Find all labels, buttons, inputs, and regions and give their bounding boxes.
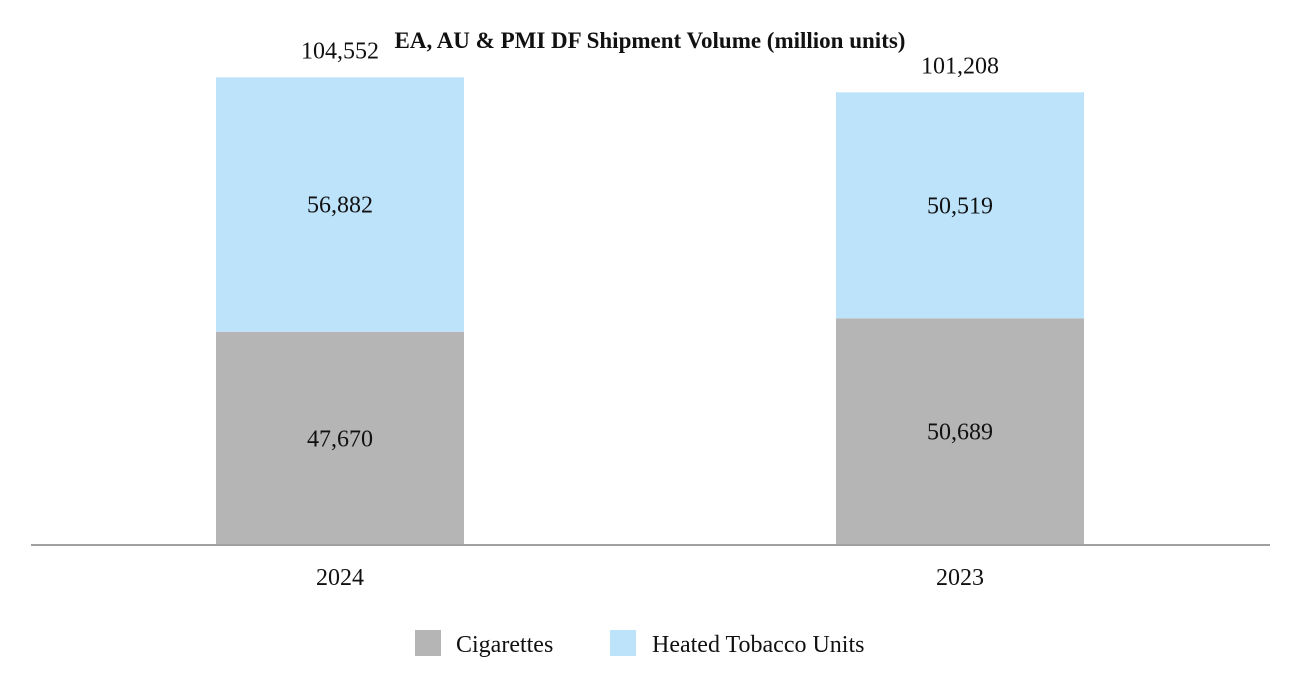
legend-swatch-heated-tobacco-units <box>610 630 636 656</box>
bar-segment-heated-tobacco-units-2024 <box>216 77 464 332</box>
total-label-2024: 104,552 <box>301 38 379 64</box>
legend-item-heated-tobacco-units: Heated Tobacco Units <box>610 630 864 658</box>
data-label-cigarettes-2024: 47,670 <box>307 426 373 452</box>
x-axis-tick-labels: 2024 2023 <box>316 565 984 591</box>
total-label-2023: 101,208 <box>921 53 999 79</box>
chart-title: EA, AU & PMI DF Shipment Volume (million… <box>395 28 906 53</box>
legend-label-cigarettes: Cigarettes <box>456 632 553 658</box>
bars-group: 47,670 56,882 104,552 50,689 50,519 101,208 <box>216 38 1084 545</box>
bar-2024: 47,670 56,882 104,552 <box>216 38 464 545</box>
bar-segment-cigarettes-2024 <box>216 331 464 545</box>
data-label-cigarettes-2023: 50,689 <box>927 420 993 446</box>
bar-segment-heated-tobacco-units-2023 <box>836 92 1084 319</box>
legend-item-cigarettes: Cigarettes <box>415 630 553 658</box>
data-label-heated-tobacco-units-2024: 56,882 <box>307 193 373 219</box>
legend-label-heated-tobacco-units: Heated Tobacco Units <box>652 632 864 658</box>
data-label-heated-tobacco-units-2023: 50,519 <box>927 193 993 219</box>
legend: Cigarettes Heated Tobacco Units <box>415 630 864 658</box>
bar-segment-cigarettes-2023 <box>836 318 1084 545</box>
bar-2023: 50,689 50,519 101,208 <box>836 53 1084 545</box>
x-tick-label-2023: 2023 <box>936 565 984 591</box>
x-tick-label-2024: 2024 <box>316 565 364 591</box>
legend-swatch-cigarettes <box>415 630 441 656</box>
